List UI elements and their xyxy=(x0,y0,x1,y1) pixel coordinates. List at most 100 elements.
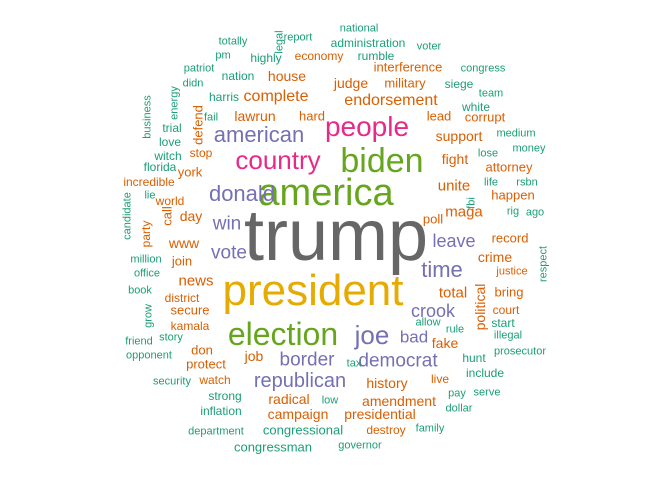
word-time: time xyxy=(421,257,463,282)
word-candidate: candidate xyxy=(121,192,134,240)
word-bring: bring xyxy=(494,284,524,300)
word-grow: grow xyxy=(142,304,155,328)
word-friend: friend xyxy=(125,335,153,348)
word-respect: respect xyxy=(537,245,550,283)
word-love: love xyxy=(158,135,182,149)
word-congress: congress xyxy=(460,62,506,75)
word-support: support xyxy=(435,128,483,144)
word-complete: complete xyxy=(243,88,309,105)
word-protect: protect xyxy=(186,356,226,372)
word-attorney: attorney xyxy=(485,159,533,175)
word-opponent: opponent xyxy=(126,349,172,362)
word-maga: maga xyxy=(445,203,483,221)
word-crime: crime xyxy=(477,249,513,265)
word-life: life xyxy=(483,176,499,189)
word-pay: pay xyxy=(448,387,466,400)
word-american: american xyxy=(213,122,305,147)
word-justice: justice xyxy=(496,265,528,278)
word-congressman: congressman xyxy=(233,439,313,455)
word-inflation: inflation xyxy=(200,404,242,418)
word-election: election xyxy=(227,316,339,352)
word-job: job xyxy=(244,348,264,364)
word-witch: witch xyxy=(154,149,182,163)
word-trial: trial xyxy=(162,121,182,135)
word-million: million xyxy=(130,253,162,266)
word-pm: pm xyxy=(215,49,231,62)
word-kamala: kamala xyxy=(170,319,210,333)
word-district: district xyxy=(164,291,200,305)
word-nation: nation xyxy=(221,69,255,83)
word-highly: highly xyxy=(250,51,282,65)
word-prosecutor: prosecutor xyxy=(494,345,546,358)
word-governor: governor xyxy=(338,439,382,452)
word-hunt: hunt xyxy=(462,351,486,365)
word-border: border xyxy=(279,349,335,371)
word-trump: trump xyxy=(243,196,429,276)
word-house: house xyxy=(267,68,307,84)
word-florida: florida xyxy=(143,160,177,174)
word-win: win xyxy=(212,213,242,235)
word-story: story xyxy=(159,331,183,344)
word-medium: medium xyxy=(496,127,536,140)
word-bad: bad xyxy=(399,327,429,347)
word-democrat: democrat xyxy=(358,350,438,372)
word-live: live xyxy=(430,372,450,386)
word-ago: ago xyxy=(525,206,545,219)
word-call: call xyxy=(159,206,175,226)
word-america: america xyxy=(258,172,394,214)
word-economy: economy xyxy=(294,49,344,63)
word-presidential: presidential xyxy=(344,406,416,422)
word-don: don xyxy=(191,342,213,358)
word-unite: unite xyxy=(437,177,471,195)
word-corrupt: corrupt xyxy=(464,109,506,125)
word-start: start xyxy=(491,316,515,330)
word-world: world xyxy=(155,194,185,208)
word-lose: lose xyxy=(477,147,499,160)
word-energy: energy xyxy=(168,86,181,120)
word-lawrun: lawrun xyxy=(234,108,276,124)
word-join: join xyxy=(171,253,193,269)
word-incredible: incredible xyxy=(123,175,175,189)
word-party: party xyxy=(139,220,153,248)
word-illegal: illegal xyxy=(493,329,523,342)
word-people: people xyxy=(324,111,410,142)
word-fake: fake xyxy=(431,335,459,351)
word-york: york xyxy=(177,164,203,180)
word-day: day xyxy=(179,208,203,224)
word-leave: leave xyxy=(432,231,476,251)
word-rig: rig xyxy=(506,205,520,218)
word-national: national xyxy=(339,22,379,35)
word-fail: fail xyxy=(203,111,219,124)
word-voter: voter xyxy=(416,40,442,53)
word-judge: judge xyxy=(333,75,369,91)
word-security: security xyxy=(153,375,191,388)
word-report: report xyxy=(283,31,313,44)
word-lead: lead xyxy=(426,108,452,124)
word-low: low xyxy=(321,394,339,407)
word-endorsement: endorsement xyxy=(344,92,438,109)
word-poll: poll xyxy=(422,211,444,227)
word-congressional: congressional xyxy=(262,422,344,438)
word-history: history xyxy=(366,375,408,391)
word-rsbn: rsbn xyxy=(516,176,538,189)
word-total: total xyxy=(438,284,468,302)
word-www: www xyxy=(168,235,200,251)
word-serve: serve xyxy=(473,386,501,399)
word-business: business xyxy=(141,95,154,139)
word-hard: hard xyxy=(298,108,326,124)
word-vote: vote xyxy=(211,242,247,264)
word-fight: fight xyxy=(441,151,469,167)
word-fbi: fbi xyxy=(465,197,478,209)
word-money: money xyxy=(512,142,546,155)
word-news: news xyxy=(178,272,214,290)
word-lie: lie xyxy=(144,189,156,202)
word-secure: secure xyxy=(170,302,210,318)
word-amendment: amendment xyxy=(362,393,436,409)
word-watch: watch xyxy=(199,373,231,387)
word-rule: rule xyxy=(445,323,465,336)
word-include: include xyxy=(465,366,505,380)
word-harris: harris xyxy=(208,90,240,104)
word-interference: interference xyxy=(373,59,443,75)
word-president: president xyxy=(222,266,404,315)
